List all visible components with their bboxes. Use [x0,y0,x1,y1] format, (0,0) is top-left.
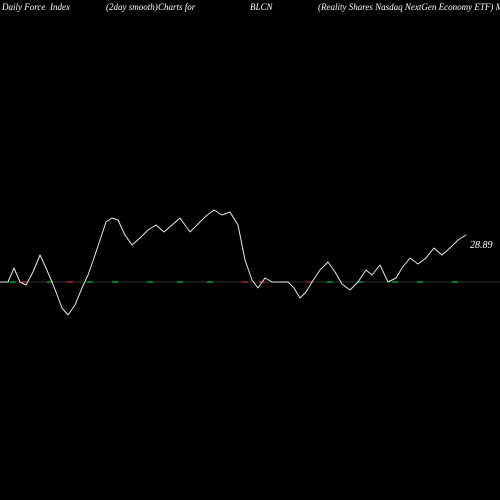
header-ticker: BLCN [250,2,273,12]
header-prefix: Daily Force [2,2,45,12]
header-index: Index [50,2,70,12]
force-index-chart: Daily Force Index (2day smooth) Charts f… [0,0,500,500]
chart-header: Daily Force Index (2day smooth) Charts f… [0,2,500,16]
header-smoothing: (2day smooth) [106,2,158,12]
price-last-value: 28.89 [470,240,493,251]
chart-canvas [0,0,500,500]
header-desc: (Reality Shares Nasdaq NextGen Economy E… [318,2,500,12]
header-charts-for: Charts for [158,2,195,12]
